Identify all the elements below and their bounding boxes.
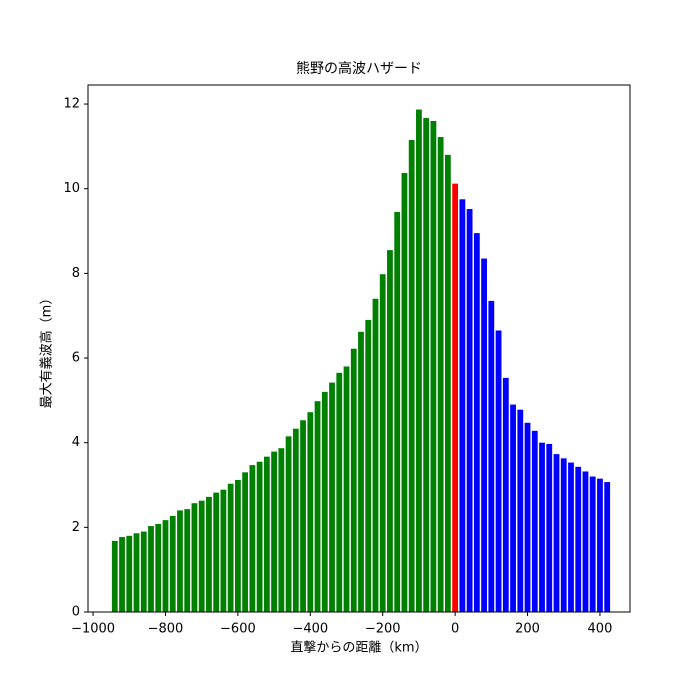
bar <box>502 377 509 612</box>
bar <box>177 510 183 612</box>
x-tick-label: −200 <box>365 622 401 637</box>
bar <box>249 465 256 612</box>
bar <box>597 478 603 612</box>
bar <box>278 448 285 612</box>
bar <box>604 482 611 612</box>
bar <box>242 472 249 612</box>
bar <box>133 533 140 612</box>
bar <box>220 489 227 612</box>
y-tick-label: 2 <box>72 520 80 535</box>
bar <box>271 451 277 612</box>
y-tick-label: 8 <box>72 266 80 281</box>
bar <box>416 109 422 613</box>
bar <box>408 140 415 612</box>
bar <box>285 436 292 612</box>
bar <box>119 537 125 612</box>
bar <box>546 443 553 612</box>
bar <box>314 401 321 612</box>
chart-title: 熊野の高波ハザード <box>296 60 422 77</box>
bar <box>198 500 205 612</box>
x-tick-label: −600 <box>220 622 256 637</box>
bar <box>350 348 357 612</box>
bar <box>481 258 487 612</box>
bar <box>234 479 241 612</box>
bar <box>336 372 343 612</box>
bar <box>560 458 567 612</box>
bar <box>466 209 473 612</box>
bar <box>329 382 335 612</box>
bar <box>394 211 401 612</box>
bar <box>162 520 169 612</box>
y-tick-label: 4 <box>72 435 80 450</box>
y-tick-label: 12 <box>63 97 80 112</box>
plot-frame <box>87 84 631 613</box>
bar <box>155 523 162 612</box>
bar <box>517 409 524 612</box>
bar <box>321 391 328 612</box>
bar <box>510 404 516 612</box>
bar <box>488 300 495 612</box>
x-tick-label: 0 <box>451 622 459 637</box>
bar <box>589 476 596 612</box>
bar <box>184 509 191 612</box>
y-tick-label: 6 <box>72 351 80 366</box>
bar <box>430 120 437 612</box>
y-axis-label: 最大有義波高（m） <box>39 292 55 409</box>
bar <box>444 154 451 612</box>
bar <box>452 183 459 612</box>
x-tick-label: −800 <box>148 622 184 637</box>
bar <box>473 233 480 613</box>
bar <box>372 298 379 612</box>
bar <box>495 330 502 612</box>
bar <box>343 366 350 612</box>
bar <box>227 483 234 612</box>
bar <box>191 503 198 612</box>
bar <box>111 540 118 612</box>
bar <box>575 466 582 612</box>
y-tick-label: 0 <box>72 605 80 620</box>
bar <box>365 319 372 612</box>
bar <box>206 496 212 612</box>
bar <box>379 274 386 612</box>
bar <box>126 535 133 612</box>
bar <box>169 515 176 612</box>
bar <box>148 526 154 612</box>
bar <box>459 199 466 612</box>
bar <box>531 430 538 612</box>
bar <box>140 531 147 612</box>
bar <box>423 118 430 612</box>
y-tick-label: 10 <box>63 181 80 196</box>
bar <box>256 461 263 612</box>
bar <box>524 422 531 612</box>
bar <box>539 442 545 612</box>
x-axis-label: 直撃からの距離（km） <box>290 640 427 656</box>
x-tick-label: −400 <box>292 622 328 637</box>
bar <box>307 412 314 612</box>
x-tick-label: 200 <box>515 622 540 637</box>
bar <box>401 173 408 612</box>
bar <box>437 137 444 612</box>
bar <box>387 250 393 612</box>
x-tick-label: −1000 <box>71 622 115 637</box>
bar <box>263 456 270 612</box>
bar <box>300 420 306 612</box>
x-tick-label: 400 <box>588 622 613 637</box>
bar <box>292 428 299 612</box>
bar <box>553 454 560 612</box>
bar <box>358 331 364 612</box>
bar <box>568 462 574 612</box>
bar <box>582 471 589 612</box>
bar <box>213 492 220 612</box>
